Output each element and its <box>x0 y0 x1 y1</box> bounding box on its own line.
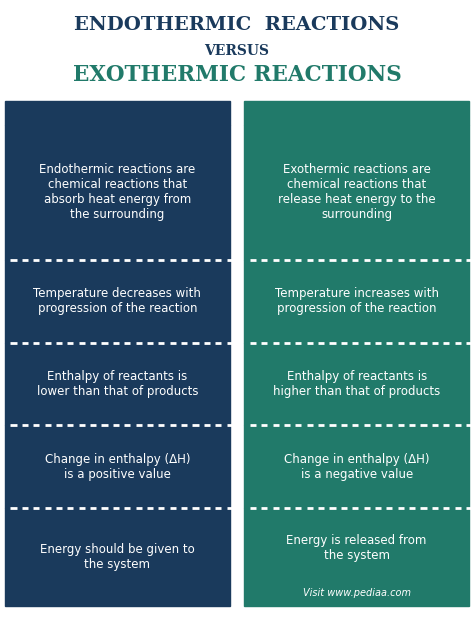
Text: VERSUS: VERSUS <box>204 44 270 58</box>
Text: Enthalpy of reactants is
higher than that of products: Enthalpy of reactants is higher than tha… <box>273 370 440 398</box>
Text: Change in enthalpy (ΔH)
is a positive value: Change in enthalpy (ΔH) is a positive va… <box>45 452 190 481</box>
Bar <box>244 508 469 606</box>
Text: Exothermic reactions are
chemical reactions that
release heat energy to the
surr: Exothermic reactions are chemical reacti… <box>278 163 436 221</box>
Text: Enthalpy of reactants is
lower than that of products: Enthalpy of reactants is lower than that… <box>36 370 198 398</box>
Text: Temperature increases with
progression of the reaction: Temperature increases with progression o… <box>275 288 438 315</box>
Bar <box>244 101 469 125</box>
Bar <box>5 508 230 606</box>
Bar <box>5 342 230 426</box>
Bar <box>244 342 469 426</box>
Bar <box>5 125 230 260</box>
Bar <box>5 101 230 125</box>
Text: Temperature decreases with
progression of the reaction: Temperature decreases with progression o… <box>33 288 201 315</box>
Bar <box>244 125 469 260</box>
Text: Energy is released from
the system: Energy is released from the system <box>286 534 427 562</box>
Text: EXOTHERMIC REACTIONS: EXOTHERMIC REACTIONS <box>73 64 401 86</box>
Text: Visit www.pediaa.com: Visit www.pediaa.com <box>303 588 410 598</box>
Text: Energy should be given to
the system: Energy should be given to the system <box>40 543 195 571</box>
Bar <box>244 426 469 508</box>
Bar <box>244 260 469 343</box>
Bar <box>5 260 230 343</box>
Text: Change in enthalpy (ΔH)
is a negative value: Change in enthalpy (ΔH) is a negative va… <box>284 452 429 481</box>
Text: Endothermic reactions are
chemical reactions that
absorb heat energy from
the su: Endothermic reactions are chemical react… <box>39 163 195 221</box>
Text: ENDOTHERMIC  REACTIONS: ENDOTHERMIC REACTIONS <box>74 16 400 34</box>
Bar <box>5 426 230 508</box>
